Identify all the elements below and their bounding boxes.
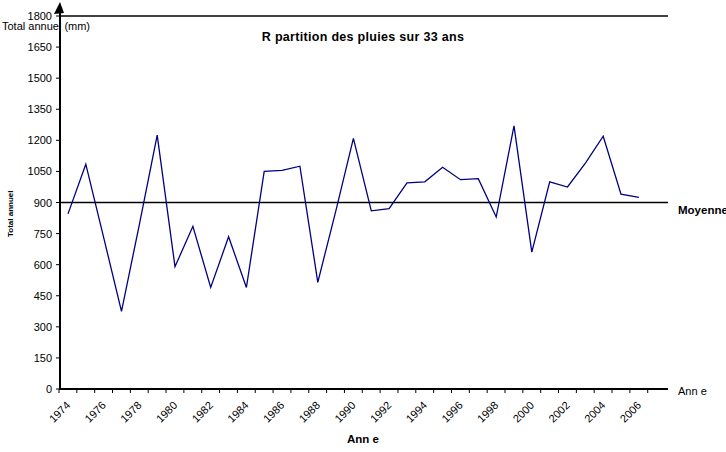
x-tick-label: 1994 <box>403 399 429 425</box>
x-tick-label: 1980 <box>154 399 180 425</box>
x-tick-label: 1982 <box>189 399 215 425</box>
y-tick-label: 900 <box>34 197 52 209</box>
y-axis-arrow-icon <box>54 2 64 14</box>
x-tick-label: 1984 <box>225 399 251 425</box>
y-tick-label: 150 <box>34 352 52 364</box>
y-tick-label: 300 <box>34 321 52 333</box>
x-tick-label: 1992 <box>368 399 394 425</box>
y-tick-label: 1350 <box>28 103 52 115</box>
chart-page: 0150300450600750900105012001350150016501… <box>0 0 726 452</box>
x-tick-label: 1986 <box>261 399 287 425</box>
y-tick-label: 0 <box>46 383 52 395</box>
x-tick-label: 1976 <box>82 399 108 425</box>
x-tick-label: 1996 <box>439 399 465 425</box>
y-tick-label: 600 <box>34 259 52 271</box>
y-tick-label: 1500 <box>28 72 52 84</box>
y-axis-title: Total annuel (mm) <box>2 20 90 32</box>
mean-line-label: Moyenne <box>678 204 726 216</box>
y-tick-label: 450 <box>34 290 52 302</box>
rainfall-chart: 0150300450600750900105012001350150016501… <box>0 0 726 452</box>
chart-title: R partition des pluies sur 33 ans <box>0 30 726 44</box>
rainfall-line <box>68 126 639 311</box>
y-tick-label: 1050 <box>28 165 52 177</box>
y-axis-title-vertical: Total annuel <box>6 190 15 237</box>
x-axis-title: Ann e <box>0 433 726 445</box>
x-tick-label: 1978 <box>118 399 144 425</box>
x-tick-label: 1974 <box>47 399 73 425</box>
x-tick-label: 2006 <box>617 399 643 425</box>
x-tick-label: 2004 <box>582 399 608 425</box>
y-tick-label: 750 <box>34 228 52 240</box>
x-tick-label: 1990 <box>332 399 358 425</box>
x-tick-label: 2002 <box>546 399 572 425</box>
x-tick-label: 1988 <box>296 399 322 425</box>
x-tick-label: 1998 <box>475 399 501 425</box>
x-axis-end-label: Ann e <box>678 385 707 397</box>
x-tick-label: 2000 <box>510 399 536 425</box>
y-tick-label: 1200 <box>28 134 52 146</box>
